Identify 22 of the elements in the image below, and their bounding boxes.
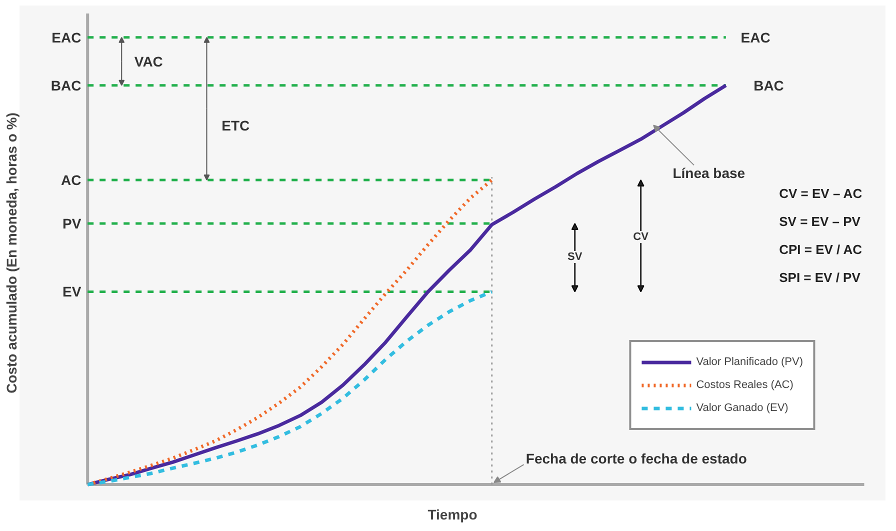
text: SPI = EV / PV: [779, 270, 861, 285]
ref-line-label: EAC: [52, 29, 82, 46]
annotation: CV: [633, 231, 650, 244]
ref-line-label: EV: [62, 284, 82, 300]
text: EAC: [740, 29, 770, 46]
annotation: ETC: [222, 117, 250, 134]
text: CV = EV – AC: [779, 186, 863, 202]
ref-line-label: AC: [60, 172, 82, 188]
annotation: Línea base: [672, 165, 746, 182]
legend-label: Costos Reales (AC): [696, 379, 794, 391]
text: SV = EV – PV: [779, 214, 861, 230]
legend-label: Valor Planificado (PV): [696, 356, 803, 368]
annotation: Fecha de corte o fecha de estado: [526, 450, 747, 467]
text: CPI = EV / AC: [779, 242, 863, 257]
x-axis-title: Tiempo: [428, 506, 478, 522]
ref-line-label: PV: [62, 215, 82, 232]
y-axis-title: Costo acumulado (En moneda, horas o %): [4, 112, 20, 394]
text: VAC: [134, 53, 163, 70]
legend-label: Valor Ganado (EV): [696, 402, 788, 414]
text: BAC: [754, 77, 784, 94]
annotation: SV: [568, 250, 583, 263]
ref-line-label: BAC: [50, 77, 82, 94]
